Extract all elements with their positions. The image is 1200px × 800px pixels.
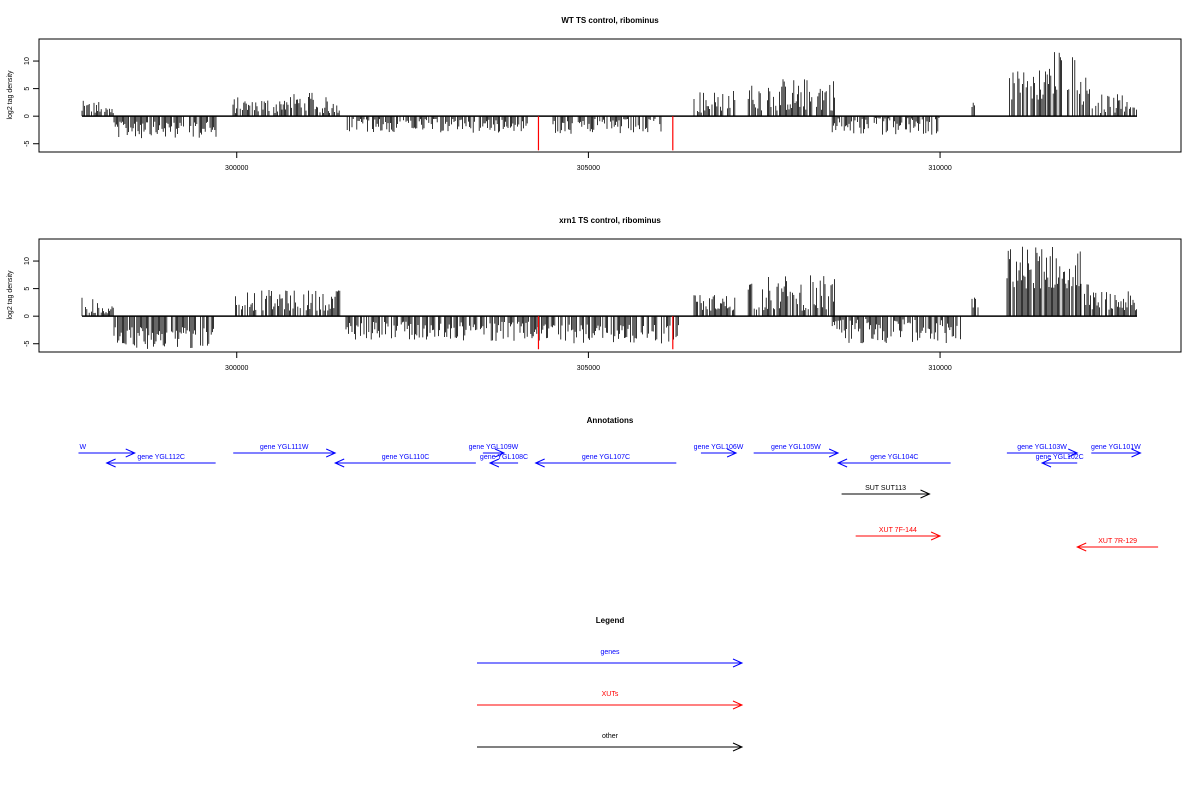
- feature-arrow-head: [494, 448, 506, 458]
- x-tick-label: 300000: [225, 165, 248, 172]
- feature-label: gene YGL108C: [480, 454, 528, 461]
- legend-items: genes XUTs other: [477, 649, 744, 752]
- x-axis: 300000 305000 310000: [225, 351, 952, 372]
- legend-arrow-head: [732, 700, 744, 710]
- feature-arrow-head: [105, 458, 116, 468]
- coverage-bars: [81, 52, 1137, 139]
- annotation-feature: gene YGL111W: [233, 444, 337, 458]
- y-tick-label: -5: [24, 141, 31, 147]
- feature-arrow-head: [534, 458, 545, 468]
- annotation-feature: gene YGL104C: [836, 454, 951, 468]
- legend: Legend genes XUTs other: [477, 616, 744, 752]
- annotation-feature: gene YGL103W: [1006, 444, 1079, 458]
- legend-arrow-head: [732, 742, 744, 752]
- feature-label: gene YGL111W: [260, 444, 309, 451]
- annotation-feature: gene YGL108C: [480, 454, 528, 468]
- y-tick-label: 10: [24, 57, 31, 65]
- feature-label: XUT 7F-144: [879, 527, 917, 534]
- annotation-feature: XUT 7F-144: [855, 527, 942, 541]
- annotations-title: Annotations: [587, 416, 634, 425]
- x-tick-label: 310000: [928, 165, 951, 172]
- y-axis-label: log2 tag density: [7, 270, 14, 320]
- legend-item: genes: [477, 649, 744, 668]
- y-tick-label: 5: [24, 287, 31, 291]
- legend-label: genes: [600, 649, 620, 656]
- y-tick-label: 0: [24, 114, 31, 118]
- feature-label: gene YGL103W: [1017, 444, 1067, 451]
- feature-label: gene YGL106W: [694, 444, 744, 451]
- y-tick-label: -5: [24, 341, 31, 347]
- annotation-feature: gene YGL109W: [469, 444, 519, 458]
- annotation-feature: gene YGL110C: [333, 454, 476, 468]
- feature-arrow-head: [1040, 458, 1052, 468]
- feature-arrow-head: [836, 458, 848, 468]
- feature-arrow-head: [1068, 448, 1079, 458]
- annotation-feature: gene YGL106W: [694, 444, 744, 458]
- x-tick-label: 300000: [225, 365, 248, 372]
- annotation-feature: XUT 7R-129: [1075, 538, 1159, 552]
- feature-label: gene YGL102C: [1036, 454, 1084, 461]
- feature-arrow-head: [488, 458, 500, 468]
- feature-arrow-head: [930, 531, 942, 541]
- feature-arrow-head: [125, 448, 136, 458]
- legend-item: other: [477, 733, 744, 752]
- legend-label: other: [602, 733, 619, 740]
- feature-label: gene YGL110C: [382, 454, 430, 461]
- annotation-feature: gene YGL105W: [753, 444, 840, 458]
- panel-title: xrn1 TS control, ribominus: [559, 216, 661, 225]
- legend-label: XUTs: [602, 691, 619, 698]
- feature-label: W: [79, 444, 86, 451]
- annotation-feature: SUT SUT113: [841, 485, 931, 499]
- x-tick-label: 305000: [577, 365, 600, 372]
- annotation-feature: gene YGL101W: [1091, 444, 1142, 458]
- y-tick-label: 10: [24, 257, 31, 265]
- feature-label: SUT SUT113: [865, 485, 906, 492]
- feature-label: gene YGL107C: [582, 454, 630, 461]
- annotation-feature: W: [78, 444, 136, 458]
- feature-arrow-head: [920, 489, 931, 499]
- x-tick-label: 305000: [577, 165, 600, 172]
- feature-label: gene YGL101W: [1091, 444, 1141, 451]
- annotation-feature: gene YGL107C: [534, 454, 677, 468]
- panel-xrn1: xrn1 TS control, ribominus log2 tag dens…: [7, 216, 1182, 372]
- feature-arrow-head: [726, 448, 738, 458]
- feature-label: gene YGL109W: [469, 444, 519, 451]
- feature-arrow-head: [333, 458, 345, 468]
- feature-arrow-head: [1075, 542, 1087, 552]
- x-axis: 300000 305000 310000: [225, 151, 952, 172]
- feature-label: gene YGL104C: [870, 454, 918, 461]
- coverage-bars: [81, 246, 1137, 349]
- annotation-feature: gene YGL102C: [1036, 454, 1084, 468]
- y-axis: -5 0 5 10: [24, 57, 40, 147]
- legend-item: XUTs: [477, 691, 744, 710]
- y-axis: -5 0 5 10: [24, 257, 40, 347]
- feature-arrow-head: [828, 448, 840, 458]
- y-tick-label: 5: [24, 87, 31, 91]
- feature-arrow-head: [1131, 448, 1142, 458]
- x-tick-label: 310000: [928, 365, 951, 372]
- y-tick-label: 0: [24, 314, 31, 318]
- feature-label: gene YGL112C: [137, 454, 185, 461]
- highlight-bars: [537, 116, 674, 151]
- legend-title: Legend: [596, 616, 625, 625]
- annotation-feature: gene YGL112C: [105, 454, 216, 468]
- panel-wt: WT TS control, ribominus log2 tag densit…: [7, 16, 1182, 172]
- y-axis-label: log2 tag density: [7, 70, 14, 120]
- legend-arrow-head: [732, 658, 744, 668]
- highlight-bars: [537, 316, 674, 350]
- feature-arrow-head: [325, 448, 337, 458]
- feature-label: XUT 7R-129: [1098, 538, 1137, 545]
- feature-label: gene YGL105W: [771, 444, 821, 451]
- panel-title: WT TS control, ribominus: [561, 16, 659, 25]
